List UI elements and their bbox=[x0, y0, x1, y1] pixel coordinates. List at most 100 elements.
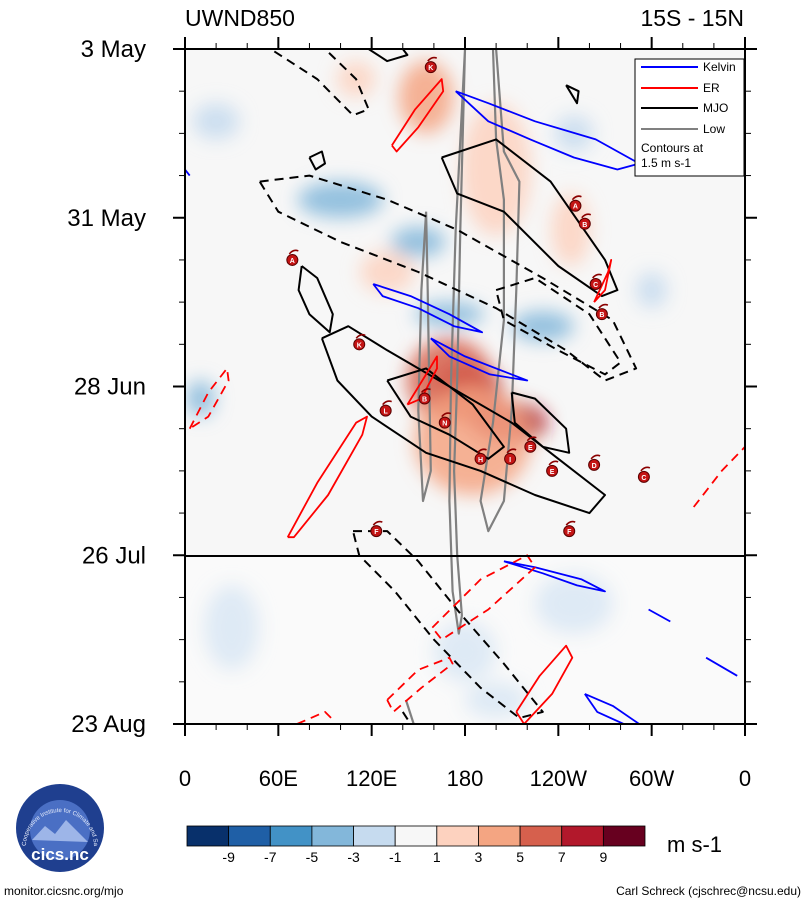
cyclone-marker-tail bbox=[427, 56, 438, 62]
mjo-contour-8 bbox=[270, 49, 370, 117]
colorbar-level-label: 5 bbox=[516, 849, 524, 865]
cyclone-marker-letter: L bbox=[384, 409, 389, 416]
kelvin-contour-3 bbox=[430, 337, 529, 382]
anomaly-blob-9 bbox=[297, 181, 384, 218]
cyclone-marker-7: K bbox=[353, 333, 366, 351]
hovmoller-chart: UWND850 15S - 15N AKABACBKBLNEHIDECFF 06… bbox=[0, 0, 757, 872]
legend-label-low: Low bbox=[703, 122, 725, 136]
anomaly-blob-13 bbox=[192, 103, 240, 140]
anomaly-blob-6 bbox=[551, 193, 591, 266]
mjo-contour-10 bbox=[495, 277, 622, 376]
cyclone-marker-tail bbox=[526, 436, 537, 442]
colorbar-level-label: 1 bbox=[433, 849, 441, 865]
cyclone-marker-letter: F bbox=[374, 529, 379, 536]
mjo-contour-3 bbox=[320, 325, 606, 515]
colorbar-swatch bbox=[186, 825, 230, 847]
chart-title-right: 15S - 15N bbox=[640, 5, 744, 31]
anomaly-blob-17 bbox=[433, 621, 497, 682]
er-contour-9 bbox=[296, 711, 332, 724]
x-tick-label: 120W bbox=[530, 766, 588, 791]
y-tick-label: 26 Jul bbox=[82, 542, 146, 569]
mjo-contour-2 bbox=[297, 265, 334, 334]
colorbar-unit-label: m s-1 bbox=[667, 832, 722, 857]
cyclone-marker-letter: B bbox=[599, 312, 604, 319]
mjo-contour-11 bbox=[352, 530, 544, 719]
cyclone-marker-dot bbox=[563, 525, 576, 538]
legend-note-line1: Contours at bbox=[641, 141, 704, 155]
cyclone-marker-17: F bbox=[370, 520, 383, 538]
cyclone-marker-tail bbox=[565, 520, 576, 526]
er-contour-5 bbox=[188, 367, 230, 430]
anomaly-blob-16 bbox=[636, 271, 668, 309]
cyclone-marker-tail bbox=[581, 213, 592, 219]
mjo-contour-7 bbox=[565, 84, 580, 105]
cyclone-marker-layer: AKABACBKBLNEHIDECFF bbox=[286, 56, 663, 538]
cyclone-marker-tail bbox=[506, 448, 517, 454]
cyclone-marker-tail bbox=[598, 303, 609, 309]
legend-box bbox=[634, 58, 745, 177]
mjo-contour-5 bbox=[510, 391, 571, 454]
colorbar-level-label: -1 bbox=[389, 849, 402, 865]
colorbar-level-label: 3 bbox=[475, 849, 483, 865]
anomaly-blob-20 bbox=[465, 681, 528, 718]
anomaly-blob-14 bbox=[186, 380, 215, 417]
y-tick-label: 3 May bbox=[81, 36, 146, 63]
cyclone-marker-letter: B bbox=[422, 397, 427, 404]
cyclone-marker-dot bbox=[588, 458, 601, 471]
y-tick-label: 23 Aug bbox=[71, 711, 146, 738]
colorbar-swatch bbox=[353, 825, 396, 847]
cyclone-marker-dot bbox=[546, 464, 559, 477]
mjo-contour-12 bbox=[401, 711, 412, 724]
cyclone-marker-dot bbox=[637, 470, 650, 483]
cyclone-marker-dot bbox=[474, 452, 487, 465]
er-contour-6 bbox=[692, 446, 745, 508]
cyclone-marker-dot bbox=[286, 253, 299, 266]
y-axis: 3 May 31 May 28 Jun 26 Jul 23 Aug bbox=[67, 36, 757, 738]
kelvin-contour-2 bbox=[372, 283, 483, 334]
cyclone-marker-letter: N bbox=[442, 421, 447, 428]
colorbar-swatch bbox=[394, 825, 438, 847]
colorbar-swatch bbox=[602, 825, 646, 847]
cyclone-marker-letter: B bbox=[582, 222, 587, 229]
mjo-contour-6 bbox=[308, 150, 326, 171]
legend-note-line2: 1.5 m s-1 bbox=[641, 156, 691, 170]
x-tick-label: 0 bbox=[179, 766, 191, 791]
legend-label-er: ER bbox=[703, 81, 720, 95]
chart-title-left: UWND850 bbox=[185, 5, 295, 31]
cyclone-marker-tail bbox=[288, 249, 299, 255]
cyclone-marker-dot bbox=[569, 199, 582, 212]
legend-label-kelvin: Kelvin bbox=[703, 60, 736, 74]
kelvin-contour-0 bbox=[455, 90, 641, 171]
kelvin-contour-6 bbox=[705, 656, 738, 677]
cyclone-marker-2: A bbox=[569, 195, 582, 212]
cyclone-marker-15: E bbox=[546, 460, 559, 477]
cyclone-marker-dot bbox=[438, 416, 451, 429]
cyclone-marker-letter: D bbox=[592, 463, 597, 470]
colorbar: -9 -7 -5 -3 -1 1 3 5 7 9 bbox=[186, 825, 646, 865]
cyclone-marker-tail bbox=[382, 400, 392, 406]
cyclone-marker-letter: A bbox=[290, 258, 295, 265]
logo-mountains bbox=[32, 820, 88, 842]
x-tick-label: 180 bbox=[447, 766, 484, 791]
cyclone-marker-letter: I bbox=[509, 457, 511, 464]
x-tick-label: 60E bbox=[259, 766, 298, 791]
cyclone-marker-14: D bbox=[588, 454, 601, 471]
mjo-contour-9 bbox=[258, 174, 638, 382]
er-contour-7 bbox=[431, 554, 536, 641]
x-tick-label: 120E bbox=[346, 766, 397, 791]
cyclone-marker-letter: A bbox=[573, 204, 578, 211]
kelvin-contour-7 bbox=[584, 693, 641, 724]
cyclone-marker-9: L bbox=[379, 400, 392, 417]
low-contour-0 bbox=[448, 49, 467, 635]
colorbar-level-label: -7 bbox=[264, 849, 277, 865]
mjo-contour-0 bbox=[368, 49, 409, 63]
colorbar-swatch bbox=[519, 825, 563, 847]
colorbar-swatch bbox=[228, 825, 271, 847]
er-contour-3 bbox=[286, 415, 368, 539]
cyclone-marker-10: N bbox=[438, 412, 452, 429]
colorbar-swatch bbox=[311, 825, 354, 847]
cyclone-marker-dot bbox=[578, 217, 591, 230]
cyclone-marker-letter: K bbox=[428, 65, 433, 72]
colorbar-level-label: -5 bbox=[306, 849, 319, 865]
cyclone-marker-letter: H bbox=[478, 457, 483, 464]
